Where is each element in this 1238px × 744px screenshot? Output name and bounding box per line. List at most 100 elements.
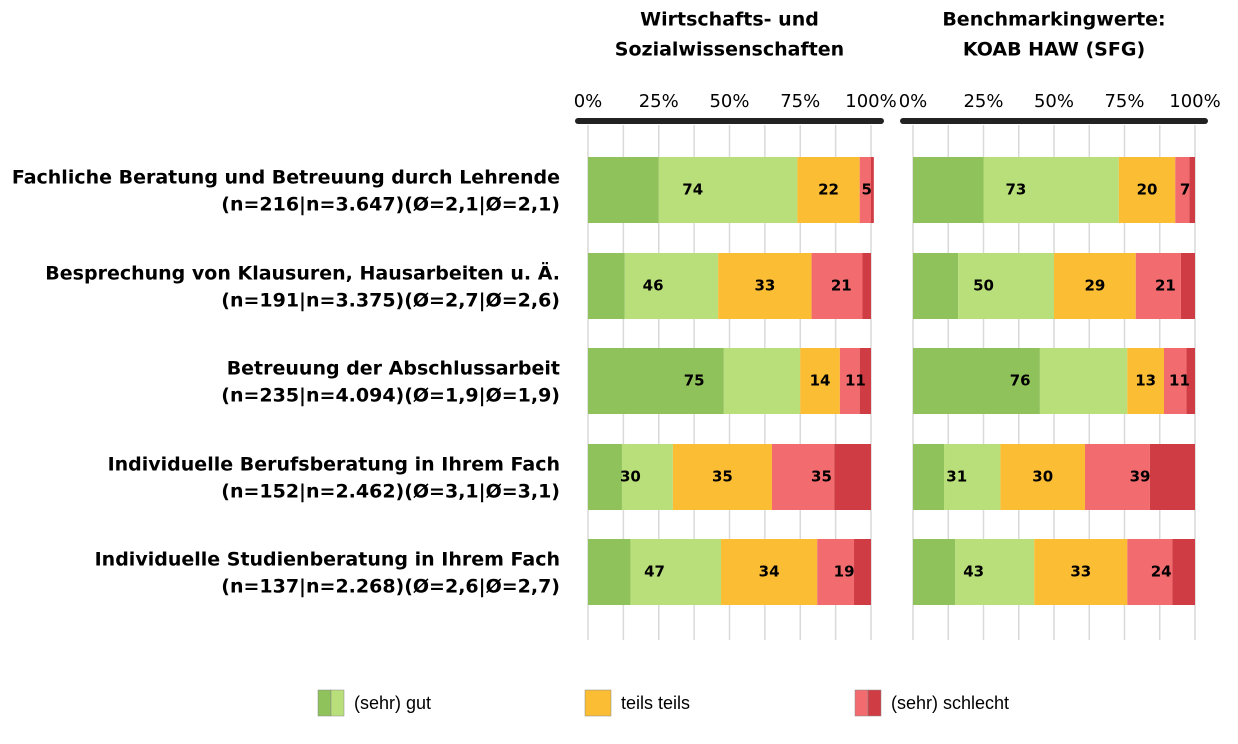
x-tick-label: 25% xyxy=(639,91,679,112)
legend-swatch xyxy=(584,689,612,717)
legend-label: (sehr) schlecht xyxy=(891,693,1009,713)
category-label: Betreuung der Abschlussarbeit xyxy=(227,358,560,380)
bar-segment xyxy=(859,157,871,223)
x-tick-label: 75% xyxy=(780,91,820,112)
legend-label: (sehr) gut xyxy=(354,693,431,713)
bar-segment xyxy=(983,157,1119,223)
data-label: 7 xyxy=(1180,181,1190,199)
data-label: 39 xyxy=(1130,468,1151,486)
category-detail: (n=137|n=2.268)(Ø=2,6|Ø=2,7) xyxy=(221,576,560,598)
bar-segment xyxy=(811,253,863,319)
bar-segment xyxy=(588,348,724,414)
data-label: 47 xyxy=(644,563,665,581)
bar-segment xyxy=(718,253,812,319)
bar-segment xyxy=(1180,253,1195,319)
bar-segment xyxy=(913,539,956,605)
bar-segment xyxy=(944,444,1001,510)
category-label: Fachliche Beratung und Betreuung durch L… xyxy=(12,167,560,189)
data-label: 20 xyxy=(1137,181,1158,199)
x-tick-label: 100% xyxy=(845,91,896,112)
panel-title: Wirtschafts- und xyxy=(640,9,819,31)
category-detail: (n=216|n=3.647)(Ø=2,1|Ø=2,1) xyxy=(221,194,560,216)
bar-segment xyxy=(630,539,722,605)
bar-segment xyxy=(624,253,719,319)
panel-title: KOAB HAW (SFG) xyxy=(963,39,1145,61)
bar-segment xyxy=(771,444,835,510)
bar-segment xyxy=(1163,348,1187,414)
data-label: 11 xyxy=(1169,372,1190,390)
data-label: 31 xyxy=(946,468,967,486)
data-label: 14 xyxy=(810,372,831,390)
bar-segment xyxy=(723,348,801,414)
bar-segment xyxy=(1175,157,1190,223)
bar-segment xyxy=(839,348,860,414)
data-label: 13 xyxy=(1135,372,1156,390)
bar-segment xyxy=(862,253,871,319)
data-label: 74 xyxy=(682,181,703,199)
x-tick-label: 50% xyxy=(709,91,749,112)
data-label: 34 xyxy=(759,563,780,581)
data-label: 46 xyxy=(643,277,664,295)
legend-swatch xyxy=(867,689,882,717)
data-label: 35 xyxy=(712,468,733,486)
data-label: 30 xyxy=(620,468,641,486)
bar-segment xyxy=(621,444,673,510)
bar-segment xyxy=(871,157,874,223)
x-tick-label: 0% xyxy=(899,91,928,112)
category-detail: (n=235|n=4.094)(Ø=1,9|Ø=1,9) xyxy=(221,385,560,407)
bar-segment xyxy=(854,539,871,605)
bar-segment xyxy=(834,444,871,510)
data-label: 24 xyxy=(1151,563,1172,581)
bar-segment xyxy=(1034,539,1128,605)
panel-title: Benchmarkingwerte: xyxy=(942,9,1165,31)
category-label: Individuelle Berufsberatung in Ihrem Fac… xyxy=(108,454,560,476)
data-label: 11 xyxy=(845,372,866,390)
bar-segment xyxy=(1186,348,1195,414)
bar-segment xyxy=(800,348,840,414)
x-tick-label: 100% xyxy=(1169,91,1220,112)
bar-segment xyxy=(1039,348,1128,414)
data-label: 75 xyxy=(684,372,705,390)
bar-segment xyxy=(1149,444,1195,510)
bar-segment xyxy=(1000,444,1086,510)
x-tick-label: 75% xyxy=(1104,91,1144,112)
bar-segment xyxy=(1135,253,1181,319)
bar-segment xyxy=(913,348,1040,414)
data-label: 22 xyxy=(818,181,839,199)
bar-segment xyxy=(588,157,659,223)
bar-segment xyxy=(658,157,798,223)
data-label: 5 xyxy=(862,181,872,199)
bar-segment xyxy=(1127,539,1173,605)
bar-segment xyxy=(672,444,772,510)
data-label: 43 xyxy=(963,563,984,581)
legend-swatch xyxy=(317,689,332,717)
bar-segment xyxy=(913,444,945,510)
data-label: 73 xyxy=(1005,181,1026,199)
bar-segment xyxy=(797,157,860,223)
bar-segment xyxy=(1118,157,1176,223)
data-label: 29 xyxy=(1084,277,1105,295)
data-label: 21 xyxy=(831,277,852,295)
bar-segment xyxy=(721,539,818,605)
bar-segment xyxy=(958,253,1054,319)
category-detail: (n=191|n=3.375)(Ø=2,7|Ø=2,6) xyxy=(221,290,560,312)
category-label: Besprechung von Klausuren, Hausarbeiten … xyxy=(45,261,560,285)
x-tick-label: 25% xyxy=(963,91,1003,112)
bar-segment xyxy=(1189,157,1195,223)
data-label: 33 xyxy=(754,277,775,295)
bar-segment xyxy=(1127,348,1164,414)
bar-segment xyxy=(1054,253,1136,319)
data-label: 19 xyxy=(834,563,855,581)
bar-segment xyxy=(913,157,984,223)
bar-segment xyxy=(817,539,855,605)
data-label: 50 xyxy=(973,277,994,295)
bar-segment xyxy=(955,539,1035,605)
x-tick-label: 0% xyxy=(574,91,603,112)
bar-segment xyxy=(1085,444,1150,510)
legend-swatch xyxy=(330,689,345,717)
data-label: 30 xyxy=(1032,468,1053,486)
data-label: 21 xyxy=(1155,277,1176,295)
x-tick-label: 50% xyxy=(1034,91,1074,112)
bar-segment xyxy=(588,444,622,510)
